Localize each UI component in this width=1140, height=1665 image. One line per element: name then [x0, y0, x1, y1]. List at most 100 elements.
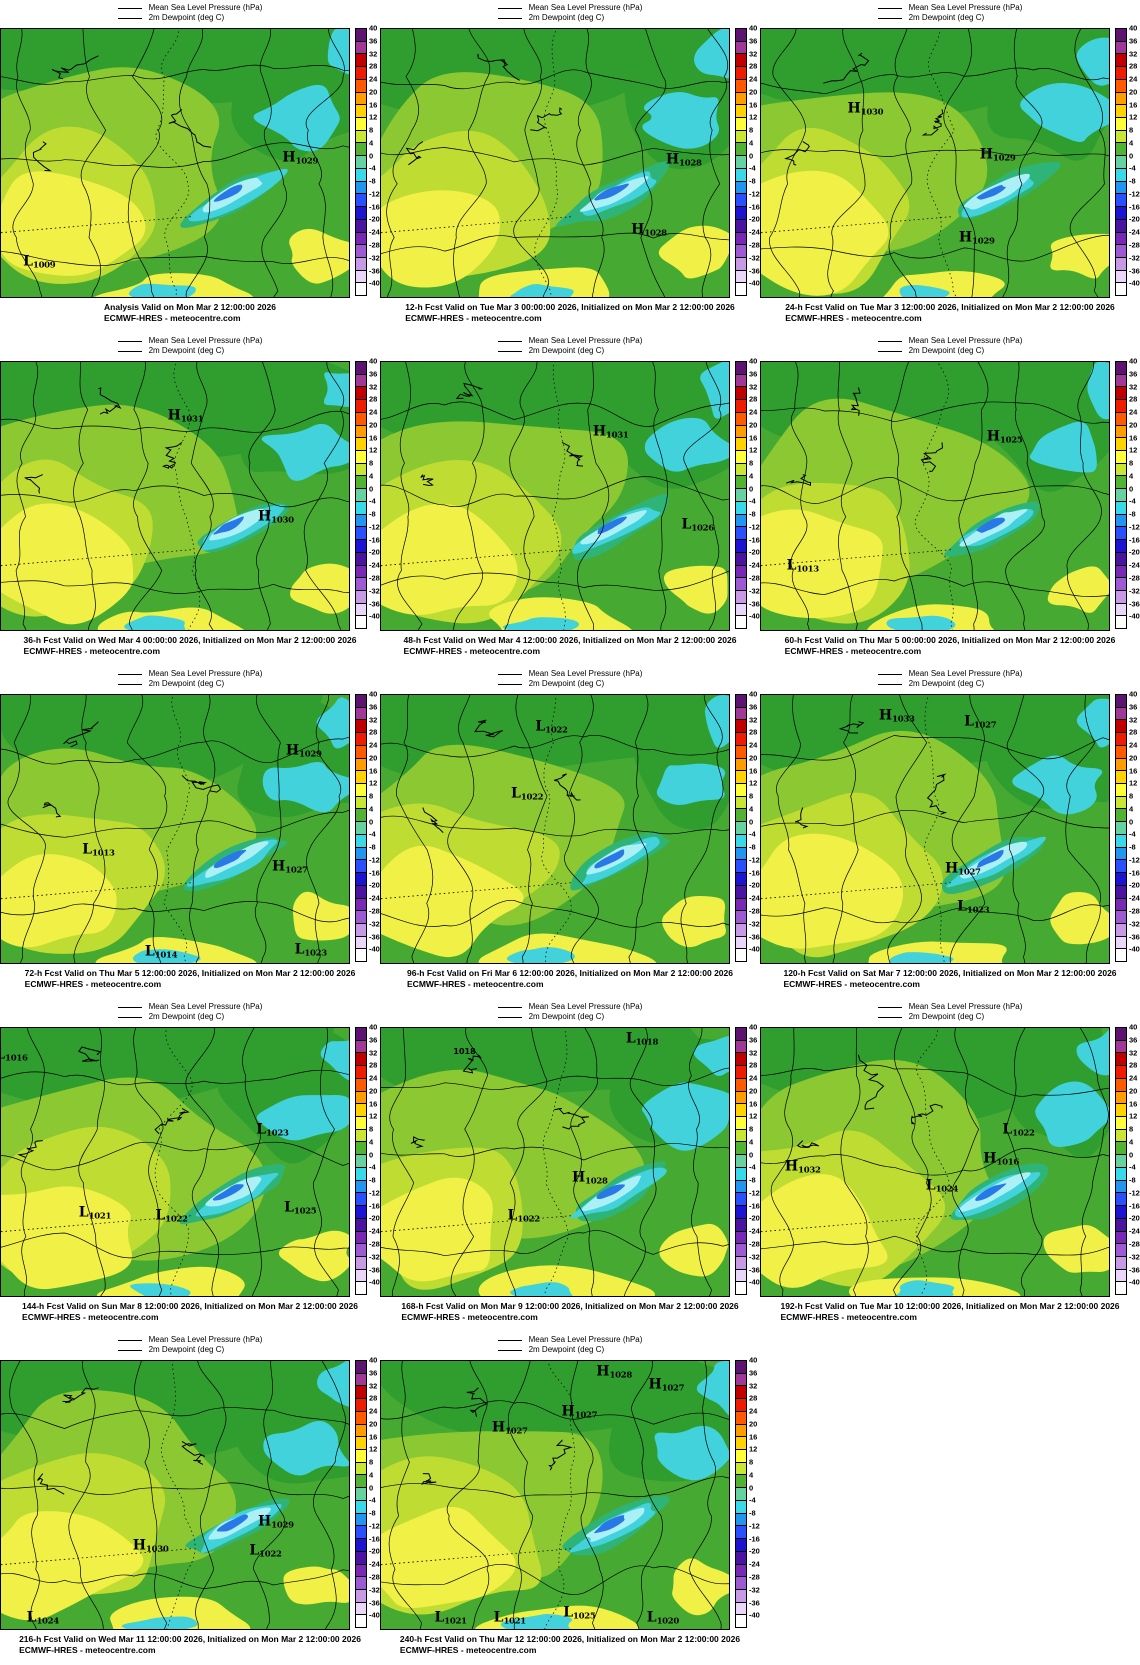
colorbar-cell — [736, 41, 746, 55]
colorbar-cell — [1116, 400, 1126, 413]
dewpoint-legend-label: 2m Dewpoint (deg C) — [528, 679, 605, 688]
colorbar-tick-label: -36 — [369, 932, 380, 942]
map-legend: Mean Sea Level Pressure (hPa) 2m Dewpoin… — [877, 1002, 1022, 1022]
colorbar-cell — [736, 949, 746, 962]
colorbar-cell — [356, 1564, 366, 1578]
colorbar-tick-label: 4 — [1129, 804, 1134, 814]
colorbar-cell — [356, 1167, 366, 1181]
colorbar-cell — [356, 400, 366, 413]
valid-time-text: 216-h Fcst Valid on Wed Mar 11 12:00:00 … — [19, 1634, 361, 1644]
colorbar-tick-label: 40 — [749, 1022, 758, 1032]
colorbar-tick-label: 28 — [369, 61, 378, 71]
colorbar-cell — [736, 1244, 746, 1257]
colorbar-labels: 40 36 32 28 24 20 16 12 8 4 0 -4 -8 -12 -16 -20 -24 -28 -3… — [749, 1022, 760, 1295]
colorbar-tick-label: 0 — [369, 484, 374, 494]
dewpoint-legend-label: 2m Dewpoint (deg C) — [908, 679, 985, 688]
colorbar-tick-label: -28 — [1129, 906, 1140, 916]
colorbar-cell — [356, 156, 366, 169]
weather-map: L1022 L1022 — [380, 694, 730, 964]
colorbar-tick-label: 36 — [749, 1035, 758, 1045]
colorbar-tick-label: -32 — [749, 919, 760, 929]
colorbar-cell — [356, 476, 366, 490]
colorbar-tick-label: 12 — [369, 1444, 378, 1454]
valid-time-text: 96-h Fcst Valid on Fri Mar 6 12:00:00 20… — [407, 968, 733, 978]
mslp-line-sample-icon — [497, 340, 522, 342]
low-pressure-label: L1024 — [26, 1609, 60, 1627]
colorbar-cell — [1116, 257, 1126, 271]
low-pressure-label: L1023 — [256, 1121, 289, 1139]
colorbar-cell — [736, 923, 746, 937]
colorbar-cell — [356, 425, 366, 439]
map-legend: Mean Sea Level Pressure (hPa) 2m Dewpoin… — [877, 3, 1022, 23]
high-pressure-label: H1029 — [258, 1513, 294, 1531]
colorbar-tick-label: 16 — [749, 1432, 758, 1442]
colorbar-cell — [1116, 720, 1126, 734]
colorbar-cell — [736, 834, 746, 848]
colorbar-tick-label: -28 — [369, 1239, 380, 1249]
colorbar-tick-label: -16 — [749, 535, 760, 545]
colorbar-tick-label: -8 — [749, 509, 756, 519]
forecast-panel: Mean Sea Level Pressure (hPa) 2m Dewpoin… — [380, 999, 760, 1332]
colorbar-tick-label: 16 — [1129, 433, 1138, 443]
colorbar-cell — [736, 270, 746, 284]
colorbar-tick-label: -32 — [1129, 919, 1140, 929]
colorbar-cell — [356, 949, 366, 962]
colorbar-labels: 40 36 32 28 24 20 16 12 8 4 0 -4 -8 -12 -16 -20 -24 -28 -3… — [369, 25, 380, 296]
weather-map: L1018 1018 H1028 L1022 — [380, 1027, 730, 1297]
map-legend: Mean Sea Level Pressure (hPa) 2m Dewpoin… — [117, 669, 262, 689]
colorbar-tick-label: 20 — [749, 1419, 758, 1429]
colorbar-cell — [356, 1551, 366, 1565]
colorbar-cell — [736, 616, 746, 629]
colorbar-cell — [356, 1155, 366, 1168]
colorbar-tick-label: 36 — [369, 702, 378, 712]
colorbar-cell — [1116, 603, 1126, 617]
colorbar-tick-label: 24 — [1129, 74, 1138, 84]
map-legend: Mean Sea Level Pressure (hPa) 2m Dewpoin… — [117, 336, 262, 356]
colorbar-tick-label: 12 — [1129, 1111, 1138, 1121]
colorbar-tick-label: 8 — [749, 125, 754, 135]
valid-time-text: 24-h Fcst Valid on Tue Mar 3 12:00:00 20… — [785, 302, 1115, 312]
colorbar-tick-label: -24 — [749, 560, 760, 570]
colorbar-tick-label: -12 — [1129, 522, 1140, 532]
colorbar-tick-label: -36 — [369, 1265, 380, 1275]
dewpoint-legend-label: 2m Dewpoint (deg C) — [528, 1345, 605, 1354]
colorbar-tick-label: 20 — [749, 87, 758, 97]
colorbar-cell — [1116, 809, 1126, 823]
colorbar-cell — [736, 1373, 746, 1387]
colorbar-tick-label: 40 — [1129, 356, 1138, 366]
dewpoint-legend-label: 2m Dewpoint (deg C) — [908, 13, 985, 22]
colorbar-cell — [356, 911, 366, 924]
mslp-legend-row: Mean Sea Level Pressure (hPa) — [117, 1335, 262, 1345]
colorbar-tick-label: -16 — [749, 1534, 760, 1544]
colorbar-tick-label: -20 — [749, 548, 760, 558]
colorbar-tick-label: 16 — [749, 1099, 758, 1109]
low-pressure-label: L1013 — [82, 841, 115, 859]
colorbar-cell — [736, 1526, 746, 1540]
panel-caption: 12-h Fcst Valid on Tue Mar 3 00:00:00 20… — [405, 302, 735, 323]
colorbar-tick-label: 16 — [1129, 766, 1138, 776]
colorbar-tick-label: -4 — [749, 1163, 756, 1173]
mslp-legend-label: Mean Sea Level Pressure (hPa) — [148, 1002, 263, 1011]
colorbar-tick-label: 32 — [369, 715, 378, 725]
low-pressure-label: L1023 — [957, 897, 990, 915]
colorbar-cell — [736, 1424, 746, 1438]
map-and-scale: L1018 1018 H1028 L1022 40 36 32 28 24 20 16 12 8 4 0-… — [380, 1022, 760, 1297]
colorbar-cell — [1116, 1078, 1126, 1092]
colorbar-cell — [356, 1539, 366, 1552]
colorbar-cell — [736, 1450, 746, 1463]
colorbar-cell — [356, 1066, 366, 1079]
colorbar-tick-label: -16 — [1129, 202, 1140, 212]
colorbar-tick-label: 32 — [369, 49, 378, 59]
colorbar-cell — [356, 1513, 366, 1527]
colorbar-tick-label: -4 — [749, 830, 756, 840]
colorbar-cell — [1116, 552, 1126, 566]
mslp-legend-row: Mean Sea Level Pressure (hPa) — [497, 1335, 642, 1345]
colorbar-tick-label: -8 — [369, 509, 376, 519]
colorbar-tick-label: -24 — [749, 1559, 760, 1569]
weather-map: H1031 L1026 — [380, 361, 730, 631]
colorbar-tick-label: 28 — [749, 394, 758, 404]
colorbar-cell — [356, 616, 366, 629]
colorbar-cell — [1116, 463, 1126, 477]
colorbar-cell — [736, 1155, 746, 1168]
colorbar-tick-label: 40 — [749, 23, 758, 33]
